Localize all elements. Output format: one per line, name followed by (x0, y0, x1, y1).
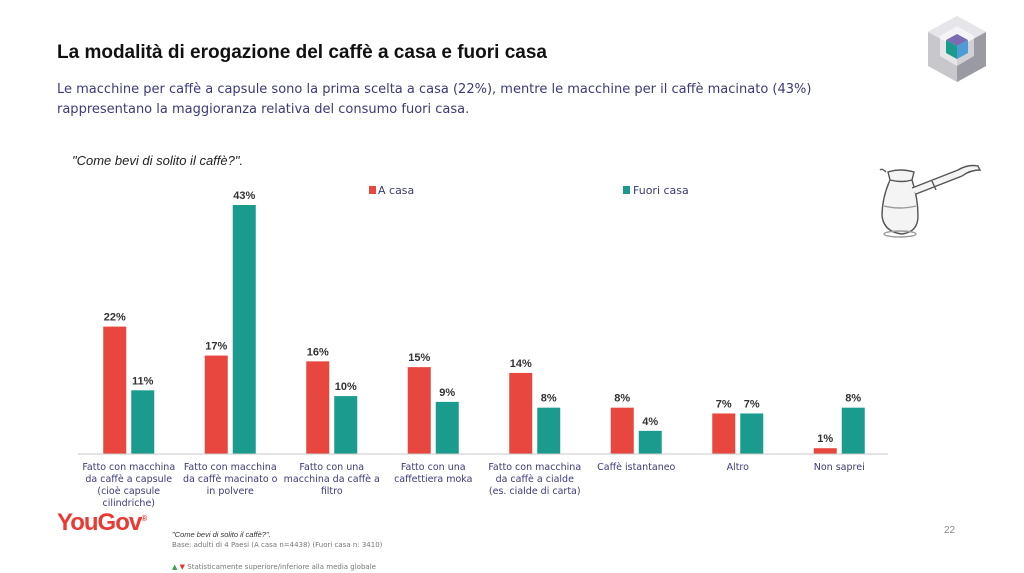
bar-a-casa-2 (204, 355, 228, 454)
bar-a-casa-3 (306, 361, 330, 454)
data-label-fuori-casa-2: 43% (233, 190, 255, 202)
data-label-fuori-casa-3: 10% (335, 381, 357, 393)
data-label-a-casa-8: 1% (817, 433, 833, 445)
x-tick-label-4: Fatto con una caffettiera moka (394, 462, 472, 485)
data-label-a-casa-7: 7% (716, 398, 732, 410)
legend-swatch-a-casa (369, 186, 376, 194)
bar-group: 22% 11% 17% 43% 16% 10% 15% 9% 14% 8% 8% 4% 7% 7% 1% 8% (103, 190, 865, 454)
data-label-a-casa-1: 22% (104, 312, 126, 324)
data-label-fuori-casa-6: 4% (642, 416, 658, 428)
footnote-significance: ▲ ▼ Statisticamente superiore/inferiore … (172, 563, 376, 571)
data-label-fuori-casa-4: 9% (439, 387, 455, 399)
bar-a-casa-4 (407, 367, 431, 454)
bar-a-casa-1 (103, 326, 127, 454)
data-label-fuori-casa-5: 8% (541, 393, 557, 405)
data-label-a-casa-3: 16% (307, 346, 329, 358)
bar-fuori-casa-4 (435, 401, 459, 454)
bar-fuori-casa-5 (537, 407, 561, 454)
bar-fuori-casa-8 (841, 407, 865, 454)
bar-fuori-casa-6 (638, 430, 662, 454)
cube-logo-icon (928, 16, 986, 82)
data-label-a-casa-4: 15% (408, 352, 430, 364)
x-tick-label-5: Fatto con macchina da caffè a cialde (es. … (488, 462, 581, 497)
data-label-a-casa-6: 8% (614, 393, 630, 405)
x-tick-label-8: Non saprei (814, 462, 865, 473)
data-label-fuori-casa-1: 11% (132, 375, 154, 387)
slide-subtitle: Le macchine per caffè a capsule sono la … (57, 82, 812, 117)
data-label-fuori-casa-7: 7% (744, 398, 760, 410)
x-tick-label-1: Fatto con macchina da caffè a capsule (cio… (82, 462, 175, 509)
yougov-logo: YouGov® (57, 509, 147, 537)
bar-a-casa-7 (712, 413, 736, 454)
triangle-up-icon: ▲ (172, 563, 178, 571)
data-label-a-casa-2: 17% (205, 341, 227, 353)
logo-text: YouGov (57, 509, 142, 536)
footnote-question: "Come bevi di solito il caffè?". (172, 530, 271, 539)
turkish-coffee-pot-icon (879, 164, 982, 238)
x-tick-label-6: Caffè istantaneo (597, 462, 675, 473)
legend-label-a-casa: A casa (378, 184, 414, 197)
x-tick-label-2: Fatto con macchina da caffè macinato o in … (183, 462, 278, 497)
bar-fuori-casa-2 (232, 205, 256, 454)
data-label-a-casa-5: 14% (510, 358, 532, 370)
category-labels: Fatto con macchina da caffè a capsule (cio… (82, 462, 864, 509)
registered-mark: ® (141, 514, 148, 523)
triangle-down-icon: ▼ (179, 563, 186, 571)
legend-swatch-fuori-casa (623, 186, 630, 194)
slide-title: La modalità di erogazione del caffè a ca… (57, 42, 547, 63)
significance-text: Statisticamente superiore/inferiore alla… (187, 563, 376, 571)
page-number: 22 (944, 525, 956, 536)
bar-fuori-casa-3 (334, 396, 358, 454)
bar-a-casa-5 (509, 372, 533, 454)
x-tick-label-3: Fatto con una macchina da caffè a filtro (284, 462, 380, 497)
bar-fuori-casa-7 (740, 413, 764, 454)
data-label-fuori-casa-8: 8% (845, 393, 861, 405)
legend-label-fuori-casa: Fuori casa (633, 184, 689, 197)
bar-a-casa-8 (813, 448, 837, 454)
footnote-base: Base: adulti di 4 Paesi (A casa n=4438) … (172, 541, 383, 549)
bar-fuori-casa-1 (131, 390, 155, 454)
chart-legend: A casa Fuori casa (369, 184, 689, 197)
x-tick-label-7: Altro (727, 462, 750, 473)
bar-a-casa-6 (610, 407, 634, 454)
survey-question: "Come bevi di solito il caffè?". (72, 153, 244, 168)
